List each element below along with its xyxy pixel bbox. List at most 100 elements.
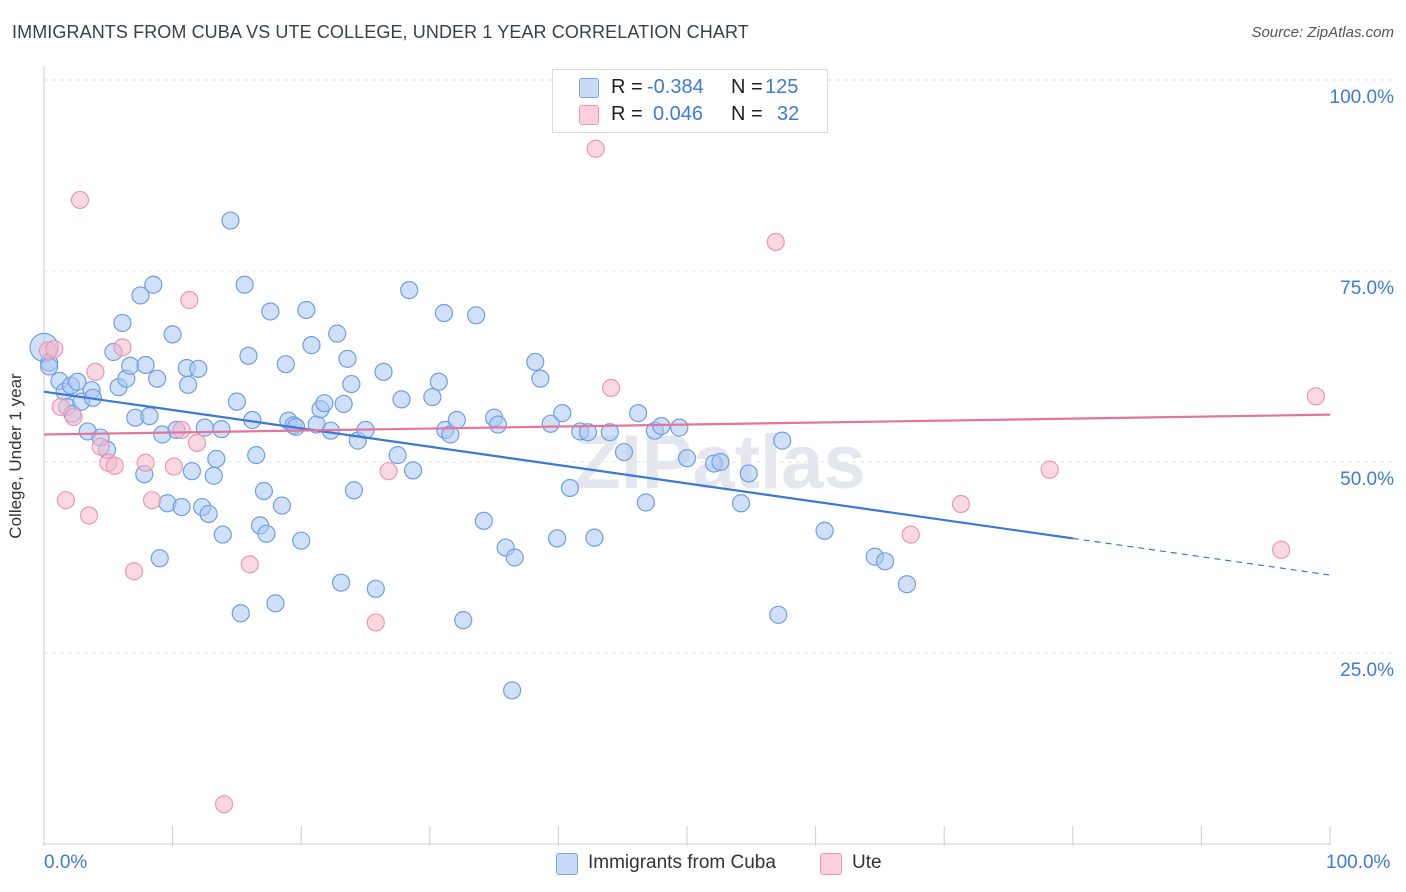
cuba-point: [600, 423, 619, 442]
legend-n-value: 125: [765, 76, 799, 98]
ute-point: [164, 457, 183, 476]
source-credit: Source: ZipAtlas.com: [1251, 24, 1394, 41]
cuba-point: [257, 524, 276, 543]
cuba-point: [231, 604, 250, 623]
cuba-point: [578, 423, 598, 442]
legend-n-label: N =: [731, 76, 763, 98]
cuba-point: [178, 375, 198, 394]
legend-row-cuba: R = -0.384 N = 125: [553, 76, 827, 100]
ute-point: [586, 139, 605, 158]
cuba-point: [254, 481, 274, 501]
cuba-point: [388, 446, 407, 465]
cuba-point: [172, 497, 191, 517]
y-tick-label-25: 25.0%: [1340, 660, 1394, 681]
chart-title: IMMIGRANTS FROM CUBA VS UTE COLLEGE, UND…: [12, 22, 749, 42]
cuba-point: [423, 387, 442, 407]
trend-lines: [43, 390, 1331, 576]
cuba-point: [239, 346, 258, 365]
cuba-point: [541, 414, 560, 433]
ute-point: [172, 420, 191, 440]
cuba-trend-line: [43, 390, 1073, 540]
ute-point: [51, 397, 70, 417]
cuba-point: [526, 352, 545, 372]
cuba-point: [113, 313, 132, 333]
cuba-point: [315, 394, 334, 413]
cuba-point: [261, 302, 280, 321]
cuba-point: [585, 528, 604, 547]
ute-point: [1040, 460, 1059, 479]
ute-point: [70, 190, 90, 210]
ute-point: [602, 378, 621, 397]
ute-point: [951, 494, 971, 514]
ute-point: [64, 407, 83, 427]
cuba-point: [272, 496, 292, 515]
cuba-point: [875, 552, 895, 571]
cuba-point: [503, 681, 522, 700]
cuba-point: [276, 355, 295, 374]
cuba-trend-extension: [1072, 537, 1331, 576]
cuba-point: [189, 359, 208, 378]
ute-point: [1306, 387, 1325, 406]
correlation-legend: R = -0.384 N = 125 R = 0.046 N = 32: [552, 69, 828, 133]
y-tick-label-75: 75.0%: [1340, 278, 1394, 299]
cuba-point: [553, 404, 572, 423]
cuba-point: [434, 303, 454, 323]
cuba-point: [403, 461, 423, 480]
cuba-point: [40, 357, 59, 376]
legend-n-value: 32: [777, 103, 800, 125]
cuba-point: [447, 410, 466, 430]
cuba-point: [711, 452, 730, 472]
cuba-point: [292, 531, 311, 550]
cuba-point: [338, 349, 357, 368]
cuba-point: [247, 446, 266, 465]
x-tick-label-max: 100.0%: [1326, 852, 1391, 873]
ute-point: [113, 338, 132, 357]
cuba-point: [207, 449, 226, 469]
cuba-point: [454, 611, 473, 630]
legend-r-value: 0.046: [653, 103, 704, 125]
ute-point: [240, 555, 259, 574]
legend-r-label: R =: [611, 103, 643, 125]
cuba-point: [163, 325, 182, 344]
cuba-point: [227, 392, 246, 411]
ute-point: [187, 433, 207, 452]
cuba-point: [334, 394, 353, 414]
ute-point: [56, 491, 75, 510]
cuba-point: [302, 336, 321, 355]
cuba-point: [629, 404, 648, 423]
x-tick-label-min: 0.0%: [44, 852, 88, 873]
cuba-point: [815, 521, 834, 540]
cuba-point: [140, 407, 159, 426]
cuba-point: [548, 529, 567, 548]
cuba-point: [150, 549, 169, 568]
cuba-point: [195, 418, 214, 437]
legend-swatch-ute: [820, 853, 842, 875]
cuba-point: [731, 494, 751, 513]
cuba-point: [636, 493, 655, 512]
ute-point: [105, 456, 124, 475]
cuba-point: [400, 281, 419, 300]
cuba-point: [148, 369, 167, 388]
cuba-point: [199, 504, 218, 524]
y-tick-label-100: 100.0%: [1329, 87, 1394, 108]
cuba-point: [328, 324, 347, 343]
cuba-point: [121, 356, 140, 375]
cuba-point: [235, 275, 254, 294]
legend-swatch-ute: [579, 105, 599, 125]
cuba-point: [739, 464, 758, 483]
cuba-point: [204, 466, 223, 485]
cuba-point: [221, 211, 240, 230]
cuba-point: [614, 442, 634, 462]
ute-point: [45, 339, 64, 359]
cuba-point: [670, 418, 689, 437]
legend-r-label: R =: [611, 76, 643, 98]
ute-point: [136, 453, 155, 472]
grid-lines: [44, 79, 1392, 654]
legend-swatch-cuba: [579, 78, 599, 98]
cuba-point: [488, 415, 508, 434]
legend-swatch-cuba: [556, 853, 578, 875]
cuba-point: [331, 573, 351, 592]
cuba-point: [505, 548, 524, 567]
cuba-point: [297, 300, 316, 320]
cuba-point: [182, 462, 201, 481]
